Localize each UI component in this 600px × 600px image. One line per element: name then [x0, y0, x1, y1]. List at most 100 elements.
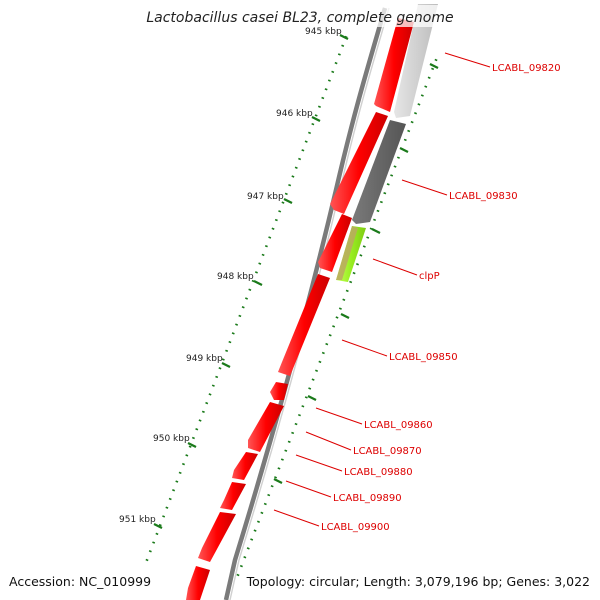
scale-tick-minor	[158, 523, 162, 527]
scale-tick-minor	[248, 288, 252, 292]
scale-tick-minor	[201, 410, 205, 414]
map-title: Lactobacillus casei BL23, complete genom…	[146, 10, 453, 26]
scale-tick-minor	[393, 165, 397, 168]
gene-label[interactable]: LCABL_09900	[321, 522, 390, 533]
gene-label[interactable]: LCABL_09830	[449, 191, 518, 202]
gene-arrow-forward[interactable]	[278, 274, 330, 376]
scale-tick-minor	[311, 122, 315, 126]
scale-tick-minor	[178, 471, 182, 475]
scale-tick-minor	[271, 227, 275, 230]
scale-tick-minor	[366, 236, 370, 239]
forward-strand-genes	[186, 18, 414, 600]
gene-arrow-forward[interactable]	[330, 112, 388, 214]
gene-arrow-reverse[interactable]	[394, 4, 438, 118]
scale-tick-minor	[379, 200, 383, 204]
gene-arrow-forward[interactable]	[186, 566, 210, 600]
scale-tick-minor	[211, 384, 215, 387]
scale-tick-minor	[410, 120, 414, 124]
gene-arrow-forward[interactable]	[270, 382, 288, 400]
gene-label-leader	[401, 179, 448, 196]
scale-tick-minor	[390, 174, 394, 177]
scale-tick-minor	[250, 538, 254, 541]
scale-tick-minor	[308, 387, 312, 390]
scale-tick-minor	[253, 529, 257, 532]
scale-tick-minor	[288, 183, 292, 187]
scale-tick-minor	[294, 422, 298, 426]
scale-tick-minor	[396, 156, 400, 159]
scale-tick-minor	[148, 550, 152, 553]
gene-arrow-forward[interactable]	[232, 452, 258, 480]
scale-tick-minor	[291, 431, 295, 435]
scale-tick-major	[307, 395, 317, 401]
scale-tick-minor	[315, 369, 319, 372]
gene-label-leader	[341, 339, 388, 357]
scale-tick-minor	[236, 573, 240, 577]
scale-tick-minor	[241, 305, 245, 309]
scale-tick-minor	[245, 297, 248, 300]
scale-tick-minor	[342, 298, 346, 301]
gene-arrow-reverse[interactable]	[352, 120, 406, 224]
scale-tick-minor	[427, 76, 431, 79]
gene-label[interactable]: LCABL_09820	[492, 63, 561, 74]
scale-tick-minor	[337, 53, 341, 56]
scale-tick-minor	[225, 349, 229, 353]
scale-tick-minor	[304, 396, 308, 399]
scale-tick-minor	[264, 244, 268, 248]
genome-backbone	[223, 7, 390, 600]
scale-tick-minor	[331, 70, 335, 74]
scale-tick-minor	[155, 532, 159, 536]
gene-label[interactable]: clpP	[419, 271, 440, 282]
gene-label[interactable]: LCABL_09880	[344, 467, 413, 478]
scale-tick-minor	[261, 253, 265, 257]
scale-tick-minor	[297, 413, 301, 417]
scale-tick-minor	[268, 236, 272, 239]
scale-tick-minor	[175, 480, 179, 483]
gene-arrow-forward[interactable]	[198, 512, 236, 562]
scale-tick-minor	[218, 367, 222, 370]
scale-tick-minor	[274, 218, 278, 222]
scale-tick-minor	[386, 183, 390, 186]
scale-tick-minor	[325, 342, 329, 346]
gene-label-leader	[372, 258, 418, 276]
scale-tick-minor	[270, 484, 274, 488]
scale-tick-minor	[304, 140, 308, 143]
scale-tick-minor	[308, 131, 312, 135]
scale-tick-label: 946 kbp	[276, 109, 313, 119]
scale-tick-minor	[301, 405, 305, 408]
reverse-strand-genes	[336, 4, 438, 282]
scale-tick-minor	[221, 358, 225, 361]
scale-tick-minor	[258, 262, 262, 265]
scale-tick-major	[273, 478, 283, 484]
gene-arrow-forward[interactable]	[248, 402, 284, 452]
scale-tick-minor	[172, 489, 176, 492]
scale-tick-minor	[349, 280, 353, 284]
gene-label[interactable]: LCABL_09850	[389, 352, 458, 363]
gene-arrow-forward[interactable]	[220, 482, 246, 510]
scale-tick-minor	[181, 462, 185, 466]
scale-tick-minor	[256, 520, 260, 523]
gene-label-leader	[444, 52, 491, 68]
scale-tick-minor	[301, 149, 305, 152]
scale-tick-minor	[383, 191, 387, 195]
scale-tick-minor	[334, 61, 338, 65]
scale-tick-minor	[352, 271, 356, 275]
gene-arrow-forward[interactable]	[374, 18, 414, 112]
gene-label[interactable]: LCABL_09860	[364, 420, 433, 431]
scale-tick-minor	[185, 454, 189, 457]
scale-tick-minor	[294, 166, 298, 169]
scale-tick-minor	[369, 227, 373, 230]
gene-label[interactable]: LCABL_09890	[333, 493, 402, 504]
gene-label[interactable]: LCABL_09870	[353, 446, 422, 457]
scale-tick-minor	[345, 289, 349, 293]
scale-tick-minor	[284, 449, 288, 452]
scale-tick-label: 950 kbp	[153, 434, 190, 444]
scale-tick-minor	[274, 476, 278, 479]
scale-tick-minor	[414, 112, 418, 115]
scale-tick-minor	[407, 129, 411, 133]
scale-tick-minor	[338, 307, 342, 310]
scale-tick-minor	[254, 271, 258, 274]
gene-arrow-forward[interactable]	[318, 214, 352, 272]
scale-tick-minor	[321, 351, 325, 355]
scale-tick-minor	[355, 263, 359, 266]
